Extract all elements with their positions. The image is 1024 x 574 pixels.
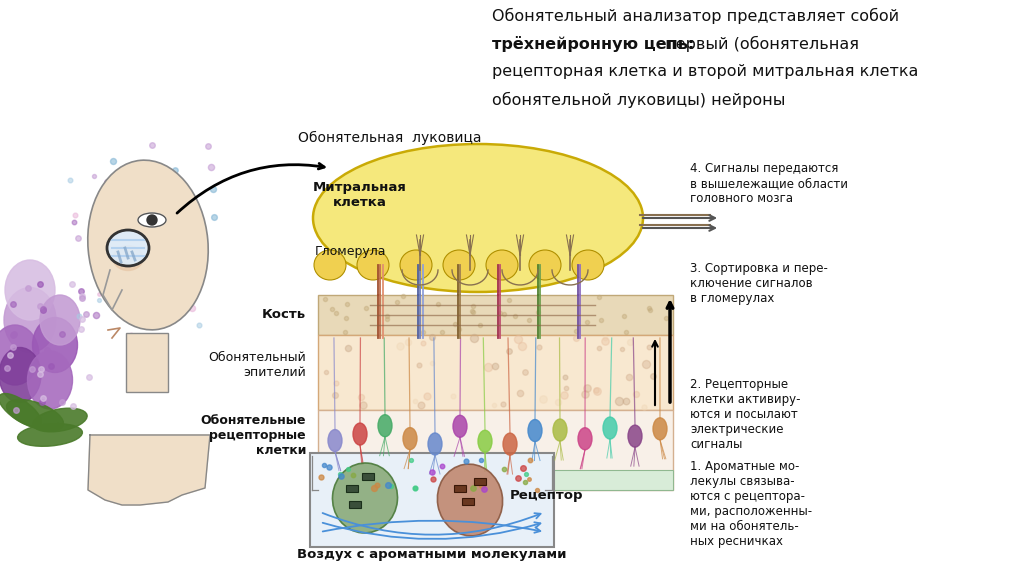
Ellipse shape (333, 463, 397, 533)
Text: Обонятельный анализатор представляет собой: Обонятельный анализатор представляет соб… (492, 8, 899, 24)
Ellipse shape (653, 418, 667, 440)
Ellipse shape (106, 230, 150, 266)
Text: Митральная
клетка: Митральная клетка (313, 181, 407, 209)
Bar (349, 501, 361, 508)
Ellipse shape (353, 423, 367, 445)
FancyBboxPatch shape (126, 333, 168, 392)
Text: первый (обонятельная: первый (обонятельная (660, 36, 859, 52)
Ellipse shape (33, 408, 87, 432)
Bar (454, 485, 466, 492)
Ellipse shape (357, 250, 389, 280)
Ellipse shape (313, 144, 643, 292)
Ellipse shape (314, 250, 346, 280)
Ellipse shape (33, 317, 78, 373)
Ellipse shape (4, 288, 56, 352)
Text: 3. Сортировка и пере-
ключение сигналов
в гломерулах: 3. Сортировка и пере- ключение сигналов … (690, 262, 827, 305)
Text: Обонятельная  луковица: Обонятельная луковица (298, 131, 481, 145)
Text: Воздух с ароматными молекулами: Воздух с ароматными молекулами (297, 548, 566, 561)
Bar (474, 478, 486, 485)
Ellipse shape (478, 430, 492, 452)
Bar (318, 295, 673, 335)
Text: Гломерула: Гломерула (314, 246, 386, 258)
Text: Кость: Кость (262, 308, 306, 321)
Bar (362, 473, 374, 480)
Bar (318, 335, 673, 410)
Ellipse shape (378, 414, 392, 437)
Ellipse shape (5, 260, 55, 320)
Bar (318, 470, 673, 490)
Ellipse shape (113, 246, 143, 270)
Ellipse shape (428, 433, 442, 455)
Ellipse shape (503, 433, 517, 455)
Ellipse shape (28, 351, 73, 409)
Ellipse shape (0, 347, 41, 402)
Ellipse shape (578, 428, 592, 449)
Ellipse shape (400, 250, 432, 280)
Ellipse shape (403, 428, 417, 449)
Ellipse shape (553, 419, 567, 441)
Ellipse shape (443, 250, 475, 280)
Ellipse shape (628, 425, 642, 447)
Ellipse shape (0, 325, 39, 385)
Text: Рецептор: Рецептор (510, 490, 584, 502)
Ellipse shape (17, 424, 82, 447)
Text: Обонятельные
рецепторные
клетки: Обонятельные рецепторные клетки (201, 413, 306, 456)
Ellipse shape (603, 417, 617, 439)
Ellipse shape (6, 400, 63, 430)
Ellipse shape (486, 250, 518, 280)
Ellipse shape (437, 464, 503, 536)
Polygon shape (88, 435, 210, 505)
Bar (462, 498, 474, 505)
Text: 1. Ароматные мо-
лекулы связыва-
ются с рецептора-
ми, расположенны-
ми на обоня: 1. Ароматные мо- лекулы связыва- ются с … (690, 460, 812, 548)
Ellipse shape (328, 429, 342, 452)
Text: 4. Сигналы передаются
в вышележащие области
головного мозга: 4. Сигналы передаются в вышележащие обла… (690, 162, 848, 205)
Bar (346, 485, 358, 492)
FancyBboxPatch shape (310, 453, 554, 547)
Text: трёхнейронную цепь:: трёхнейронную цепь: (492, 36, 694, 52)
Ellipse shape (88, 160, 208, 330)
Ellipse shape (138, 213, 166, 227)
Ellipse shape (528, 420, 542, 441)
Ellipse shape (529, 250, 561, 280)
Ellipse shape (453, 416, 467, 437)
Text: 2. Рецепторные
клетки активиру-
ются и посылают
электрические
сигналы: 2. Рецепторные клетки активиру- ются и п… (690, 378, 801, 451)
Ellipse shape (572, 250, 604, 280)
Ellipse shape (40, 295, 80, 345)
Ellipse shape (0, 394, 41, 426)
Text: обонятельной луковицы) нейроны: обонятельной луковицы) нейроны (492, 92, 785, 108)
Text: рецепторная клетка и второй митральная клетка: рецепторная клетка и второй митральная к… (492, 64, 919, 79)
Ellipse shape (147, 215, 157, 225)
Bar (318, 410, 673, 490)
Text: Обонятельный
эпителий: Обонятельный эпителий (208, 351, 306, 379)
